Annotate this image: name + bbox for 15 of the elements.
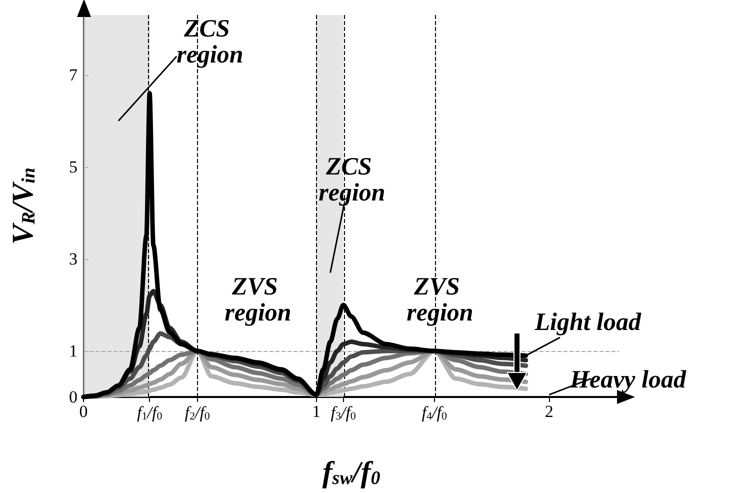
y-tick-label: 5 xyxy=(69,157,78,176)
annotation: ZVS region xyxy=(406,274,474,326)
annotation: ZCS region xyxy=(176,16,244,68)
y-tick-label: 0 xyxy=(69,388,78,406)
annotation: Light load xyxy=(534,309,642,336)
x-axis-title: fsw/f0 xyxy=(322,456,381,489)
y-tick-label: 7 xyxy=(69,65,78,84)
y-axis-title: VR/Vin xyxy=(6,168,40,244)
annotation: ZVS region xyxy=(224,274,292,326)
annotation: Heavy load xyxy=(569,366,686,394)
y-tick-label: 3 xyxy=(69,249,78,268)
y-tick-label: 1 xyxy=(69,341,78,360)
annotation: ZCS region xyxy=(318,154,386,206)
x-tick-label: 2 xyxy=(544,402,554,421)
x-tick-label: 1 xyxy=(312,402,321,421)
